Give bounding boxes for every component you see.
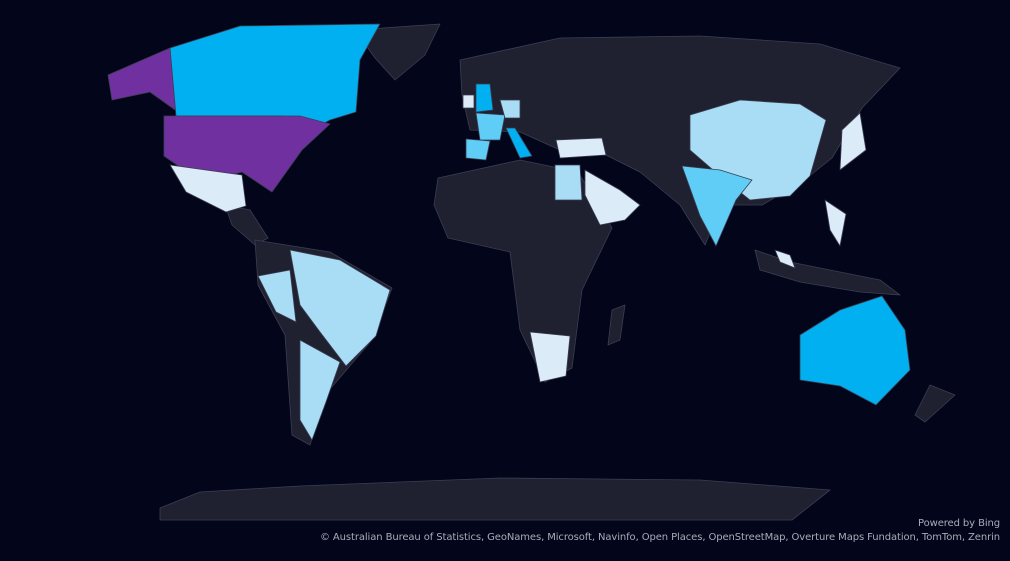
region-peru[interactable] <box>257 269 297 323</box>
region-greenland[interactable] <box>354 23 441 81</box>
region-united-kingdom[interactable] <box>475 83 494 113</box>
region-brazil[interactable] <box>289 249 391 367</box>
map-attribution: © Australian Bureau of Statistics, GeoNa… <box>319 532 1000 543</box>
region-south-africa[interactable] <box>529 331 571 383</box>
region-philippines[interactable] <box>824 199 847 247</box>
powered-by-bing: Powered by Bing <box>918 518 1000 529</box>
region-japan[interactable] <box>839 112 867 171</box>
region-madagascar[interactable] <box>607 304 626 346</box>
region-ireland[interactable] <box>462 94 475 109</box>
region-australia[interactable] <box>799 295 911 406</box>
region-antarctica[interactable] <box>159 477 831 521</box>
region-indonesia[interactable] <box>754 249 901 296</box>
region-spain[interactable] <box>465 138 491 161</box>
region-germany[interactable] <box>499 99 521 119</box>
region-central-america[interactable] <box>224 204 269 246</box>
region-egypt[interactable] <box>554 164 583 201</box>
region-india[interactable] <box>681 165 753 247</box>
region-alaska[interactable] <box>107 47 179 113</box>
region-new-zealand[interactable] <box>914 384 956 423</box>
region-france[interactable] <box>475 112 506 141</box>
region-turkey[interactable] <box>555 137 607 159</box>
region-italy[interactable] <box>505 127 533 159</box>
region-argentina[interactable] <box>299 339 341 441</box>
region-saudi-arabia[interactable] <box>584 169 641 226</box>
region-mexico[interactable] <box>169 164 247 213</box>
region-malaysia[interactable] <box>774 249 796 269</box>
